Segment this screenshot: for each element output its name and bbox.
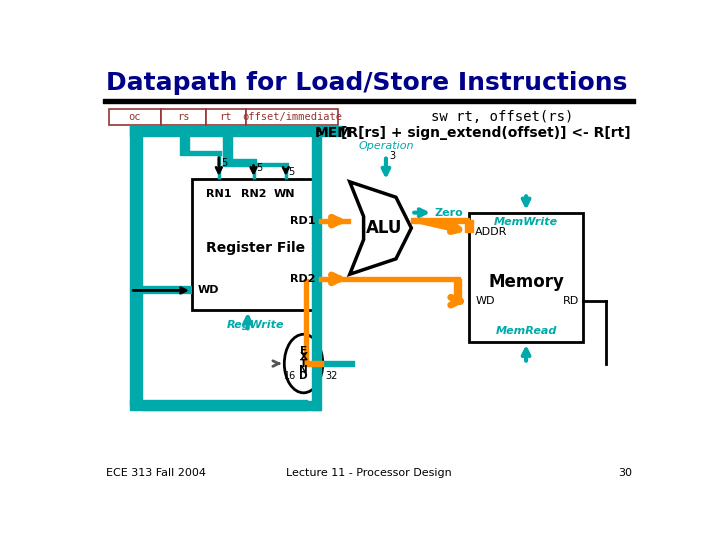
Bar bbox=[161, 110, 206, 125]
Text: N: N bbox=[300, 364, 308, 375]
Polygon shape bbox=[350, 182, 411, 274]
Text: RD: RD bbox=[563, 296, 579, 306]
Bar bbox=[192, 179, 319, 309]
Bar bbox=[469, 213, 583, 342]
Text: 5: 5 bbox=[221, 158, 228, 168]
Text: 5: 5 bbox=[288, 167, 294, 177]
Text: oc: oc bbox=[129, 112, 141, 122]
Text: RN2: RN2 bbox=[240, 189, 266, 199]
Text: X: X bbox=[300, 353, 307, 362]
Text: rt: rt bbox=[220, 112, 232, 122]
Text: 30: 30 bbox=[618, 468, 632, 478]
Text: offset/immediate: offset/immediate bbox=[242, 112, 342, 122]
Text: Zero: Zero bbox=[434, 208, 463, 218]
Text: RN1: RN1 bbox=[206, 189, 232, 199]
Text: T: T bbox=[300, 359, 307, 369]
Text: 8: 8 bbox=[315, 127, 321, 138]
Bar bbox=[109, 110, 161, 125]
Bar bbox=[206, 110, 246, 125]
Text: WD: WD bbox=[198, 286, 220, 295]
Text: MemRead: MemRead bbox=[495, 326, 557, 336]
Text: Register File: Register File bbox=[206, 241, 305, 255]
Text: RD2: RD2 bbox=[290, 274, 316, 284]
Text: E: E bbox=[300, 346, 307, 356]
Ellipse shape bbox=[284, 334, 323, 393]
Text: Operation: Operation bbox=[358, 140, 414, 151]
Text: 5: 5 bbox=[256, 163, 262, 173]
Text: sw rt, offset(rs): sw rt, offset(rs) bbox=[431, 110, 573, 124]
Text: MemWrite: MemWrite bbox=[494, 217, 558, 227]
Text: 3: 3 bbox=[389, 151, 395, 161]
Text: D: D bbox=[300, 371, 308, 381]
Text: ADDR: ADDR bbox=[475, 227, 508, 237]
Text: 16: 16 bbox=[284, 371, 297, 381]
Text: MEM: MEM bbox=[315, 126, 352, 139]
Text: WD: WD bbox=[475, 296, 495, 306]
Text: Memory: Memory bbox=[488, 273, 564, 291]
Bar bbox=[246, 110, 338, 125]
Text: [R[rs] + sign_extend(offset)] <- R[rt]: [R[rs] + sign_extend(offset)] <- R[rt] bbox=[341, 126, 630, 139]
Text: 32: 32 bbox=[325, 371, 338, 381]
Text: Datapath for Load/Store Instructions: Datapath for Load/Store Instructions bbox=[106, 71, 627, 95]
Text: RegWrite: RegWrite bbox=[227, 320, 284, 330]
Text: rs: rs bbox=[177, 112, 189, 122]
Text: WN: WN bbox=[274, 189, 295, 199]
Text: Lecture 11 - Processor Design: Lecture 11 - Processor Design bbox=[286, 468, 452, 478]
Text: ECE 313 Fall 2004: ECE 313 Fall 2004 bbox=[106, 468, 206, 478]
Text: RD1: RD1 bbox=[290, 216, 316, 226]
Text: ALU: ALU bbox=[366, 219, 402, 237]
